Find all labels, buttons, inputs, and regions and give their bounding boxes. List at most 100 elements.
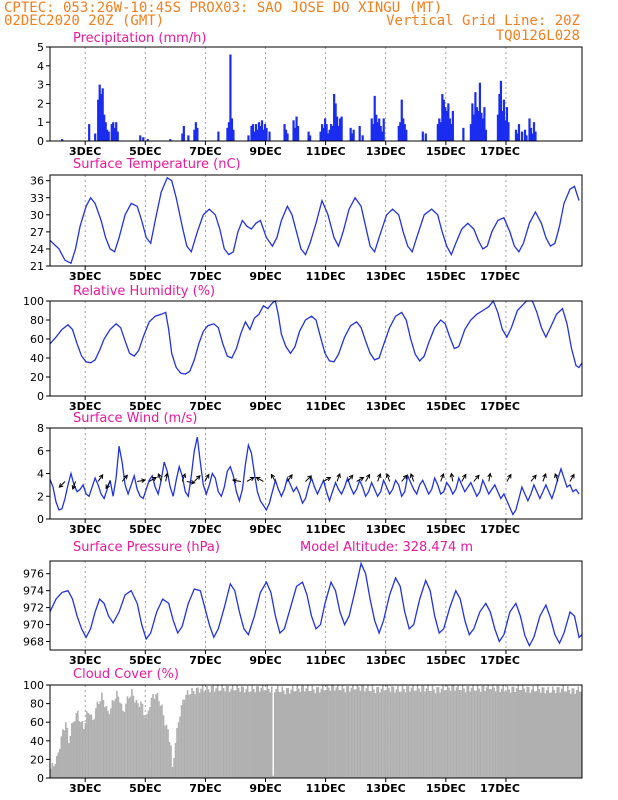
precip-bar — [330, 124, 333, 141]
precip-bar — [472, 114, 475, 141]
cloud-bar — [545, 690, 548, 778]
wind-arrow — [157, 472, 162, 482]
precip-bar — [260, 120, 264, 141]
cloud-bar — [512, 686, 515, 778]
cloud-bar — [267, 688, 270, 778]
cloud-bar — [398, 691, 401, 778]
cloud-bar — [63, 730, 66, 778]
precip-bar — [403, 124, 406, 141]
cloud-bar — [144, 717, 147, 778]
cloud-bar — [84, 722, 87, 778]
y-tick-label: 0 — [37, 772, 44, 785]
panel-title: Precipitation (mm/h) — [73, 31, 206, 46]
x-tick-label: 7DEC — [189, 270, 221, 283]
cloud-bar — [210, 686, 213, 778]
cloud-bar — [98, 703, 100, 778]
cloud-bar — [261, 685, 264, 778]
y-tick-label: 0 — [37, 390, 44, 403]
precip-bar — [421, 131, 424, 141]
precip-bar — [333, 94, 336, 141]
precip-bar — [259, 125, 262, 141]
cloud-bar — [415, 690, 417, 778]
cloud-bar — [469, 691, 471, 778]
series-line — [49, 299, 583, 375]
cloud-bar — [437, 687, 440, 778]
precip-bar — [448, 118, 451, 141]
cloud-bar — [370, 691, 372, 778]
y-tick-label: 20 — [30, 753, 44, 766]
cloud-bar — [129, 696, 132, 778]
cloud-bar — [110, 708, 112, 778]
cloud-bar — [427, 685, 429, 778]
x-tick-label: 9DEC — [249, 270, 281, 283]
precip-bar — [94, 133, 97, 141]
cloud-bar — [177, 722, 180, 778]
cloud-bar — [122, 710, 124, 778]
cloud-bar — [419, 691, 422, 778]
cloud-bar — [380, 688, 383, 778]
plot-frame — [49, 427, 583, 520]
x-tick-label: 7DEC — [189, 145, 221, 158]
cloud-bar — [346, 686, 348, 778]
cloud-bar — [406, 686, 408, 778]
x-tick-label: 3DEC — [69, 523, 101, 536]
cloud-bar — [204, 691, 207, 778]
cloud-bar — [185, 694, 187, 778]
cloud-bar — [464, 692, 467, 778]
precip-bar — [496, 114, 500, 141]
cloud-bar — [207, 689, 210, 778]
y-tick-label: 24 — [30, 243, 44, 256]
precip-bar — [502, 99, 506, 141]
y-tick-label: 5 — [37, 41, 44, 54]
cloud-bar — [497, 686, 500, 778]
precip-bar — [351, 133, 354, 141]
cloud-bar — [222, 688, 225, 778]
cloud-bar — [104, 707, 106, 778]
cloud-bar — [430, 691, 432, 778]
plot-frame — [49, 684, 583, 779]
cloud-bar — [272, 775, 275, 778]
precip-bar — [139, 135, 142, 141]
cloud-bar — [93, 718, 96, 778]
cloud-bar — [551, 686, 554, 778]
cloud-bar — [491, 685, 494, 778]
precip-bar — [194, 122, 197, 141]
x-tick-label: 13DEC — [366, 523, 406, 536]
cloud-bar — [236, 685, 238, 778]
series-line — [49, 436, 580, 516]
precip-bar — [451, 110, 454, 141]
precip-bar — [293, 127, 297, 141]
cloud-bar — [463, 688, 465, 778]
cloud-bar — [105, 706, 108, 778]
cloud-bar — [482, 685, 485, 778]
x-tick-label: 13DEC — [366, 654, 406, 667]
precip-bar — [424, 133, 427, 141]
cloud-bar — [505, 691, 507, 778]
cloud-bar — [209, 692, 211, 778]
cloud-bar — [412, 685, 414, 778]
cloud-bar — [503, 691, 506, 778]
precip-bar — [532, 122, 536, 141]
cloud-bar — [158, 701, 160, 778]
cloud-bar — [290, 689, 293, 778]
cloud-bar — [535, 691, 538, 778]
cloud-bar — [554, 693, 557, 778]
precip-bar — [284, 129, 288, 141]
cloud-bar — [81, 720, 84, 778]
cloud-bar — [388, 688, 390, 778]
panel-1: 0 1 2 3 4 5 3DEC 5DEC 7DEC 9DEC 11DEC 13DEC 15DEC 17D… — [37, 31, 583, 158]
cloud-bar — [353, 689, 356, 778]
x-tick-label: 17DEC — [480, 654, 520, 667]
cloud-bar — [331, 685, 333, 778]
cloud-bar — [57, 752, 60, 778]
cloud-bar — [434, 693, 437, 778]
wind-arrow — [231, 478, 241, 483]
cloud-bar — [225, 685, 228, 778]
precip-bar — [112, 122, 115, 141]
cloud-bar — [359, 690, 362, 778]
precip-bar — [193, 129, 196, 141]
cloud-bar — [246, 685, 249, 778]
cloud-bar — [203, 691, 205, 778]
panel-4: 0 2 4 6 8 3DEC 5DEC 7DEC 9DEC 11DEC 13DEC 15DEC 17DE… — [37, 411, 583, 536]
cloud-bar — [195, 687, 198, 778]
